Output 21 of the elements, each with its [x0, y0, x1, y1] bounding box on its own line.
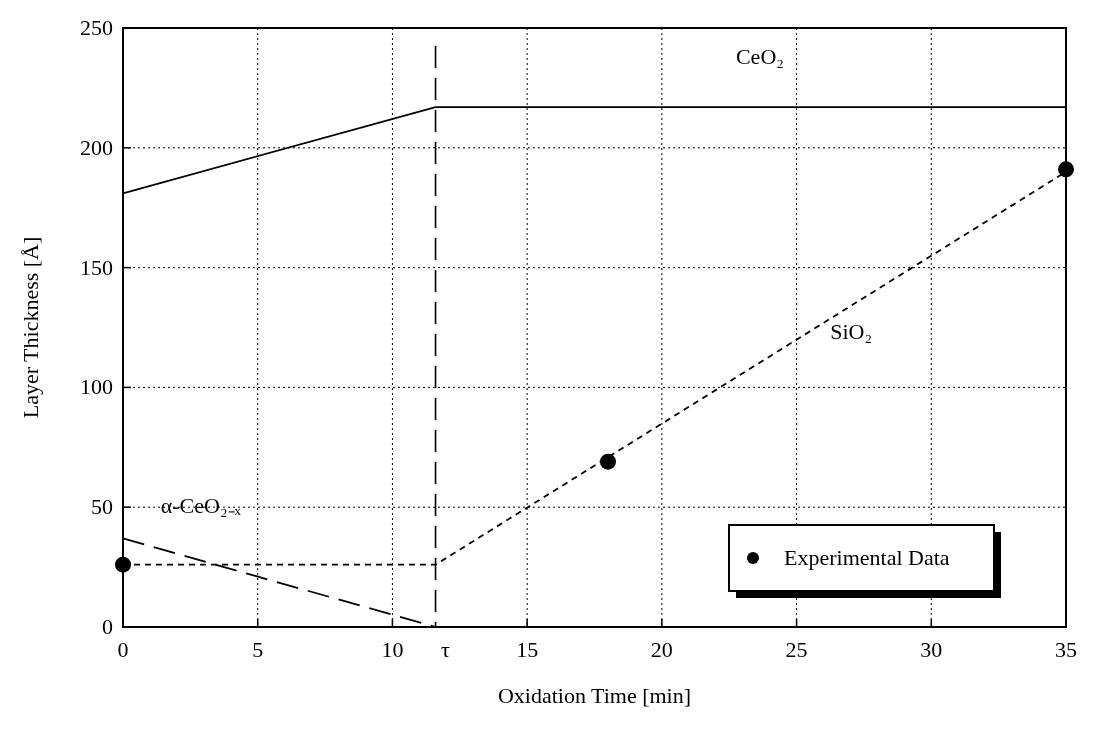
y-tick-label: 100	[80, 374, 113, 400]
x-tick-label: 30	[920, 637, 943, 662]
y-axis-title: Layer Thickness [Å]	[18, 236, 43, 419]
x-tick-label: 35	[1055, 637, 1077, 662]
x-tick-label: 5	[252, 637, 264, 662]
x-tick-label: 0	[117, 637, 129, 662]
legend-label: Experimental Data	[784, 545, 950, 570]
series-label: SiO₂	[830, 319, 873, 345]
y-tick-label: 150	[80, 254, 113, 280]
y-tick-label: 200	[80, 134, 113, 160]
x-axis-title: Oxidation Time [min]	[497, 683, 692, 708]
x-tick-label: 25	[785, 637, 808, 662]
x-tick-label: 15	[516, 637, 539, 662]
x-tick-label: 20	[650, 637, 673, 662]
ref-line-label: τ	[441, 637, 451, 662]
y-tick-label: 50	[91, 494, 113, 520]
series-label: CeO₂	[735, 43, 784, 69]
y-tick-label: 0	[102, 614, 113, 639]
x-tick-label: 10	[381, 637, 404, 662]
y-tick-label: 250	[80, 15, 113, 40]
series-label: α-CeO₂₋ₓ	[160, 493, 242, 519]
